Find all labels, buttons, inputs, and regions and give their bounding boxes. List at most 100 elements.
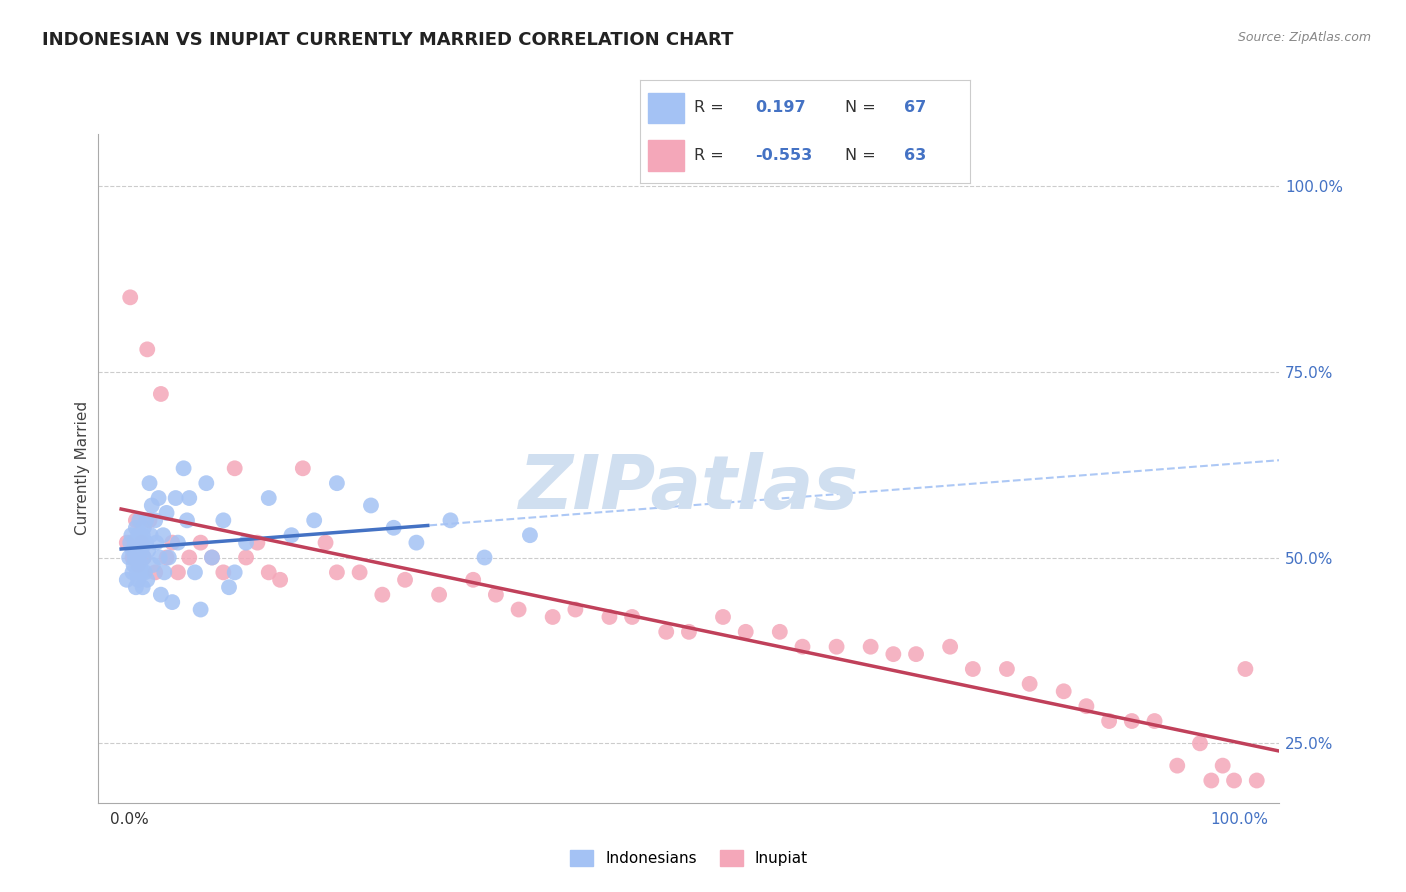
Point — [201, 550, 224, 565]
Point — [122, 558, 145, 572]
Bar — [648, 93, 685, 123]
Point — [121, 550, 143, 565]
Point — [138, 476, 160, 491]
Point — [541, 610, 564, 624]
Point — [302, 513, 325, 527]
Point — [155, 550, 177, 565]
Point — [120, 290, 142, 304]
Text: N =: N = — [845, 101, 876, 115]
Point — [474, 550, 496, 565]
Point — [125, 580, 148, 594]
Point — [162, 535, 183, 549]
Point — [190, 535, 212, 549]
Point — [1121, 714, 1143, 728]
Point — [825, 640, 848, 654]
Bar — [648, 140, 685, 170]
Point — [135, 535, 157, 549]
Point — [125, 543, 148, 558]
Point — [939, 640, 962, 654]
Point — [269, 573, 291, 587]
Point — [131, 566, 153, 580]
Point — [127, 528, 149, 542]
Point — [1166, 758, 1188, 772]
Legend: Indonesians, Inupiat: Indonesians, Inupiat — [564, 844, 814, 872]
Point — [134, 566, 156, 580]
Point — [115, 535, 138, 549]
Point — [173, 461, 195, 475]
Point — [315, 535, 337, 549]
Point — [149, 387, 172, 401]
Point — [257, 566, 280, 580]
Point — [132, 550, 155, 565]
Point — [155, 506, 177, 520]
Point — [1246, 773, 1268, 788]
Point — [235, 535, 257, 549]
Text: Source: ZipAtlas.com: Source: ZipAtlas.com — [1237, 31, 1371, 45]
Point — [149, 588, 172, 602]
Point — [129, 535, 152, 549]
Point — [326, 566, 349, 580]
Point — [125, 566, 148, 580]
Point — [124, 550, 146, 565]
Text: 67: 67 — [904, 101, 927, 115]
Point — [132, 580, 155, 594]
Point — [143, 566, 166, 580]
Point — [149, 550, 172, 565]
Point — [212, 513, 235, 527]
Point — [405, 535, 427, 549]
Point — [129, 558, 152, 572]
Point — [152, 528, 174, 542]
Point — [621, 610, 644, 624]
Text: 0.0%: 0.0% — [110, 812, 149, 827]
Point — [121, 543, 143, 558]
Point — [176, 513, 198, 527]
Point — [1223, 773, 1246, 788]
Point — [655, 624, 678, 639]
Point — [508, 602, 530, 616]
Point — [678, 624, 700, 639]
Point — [132, 550, 155, 565]
Point — [463, 573, 485, 587]
Point — [162, 595, 183, 609]
Point — [131, 543, 153, 558]
Y-axis label: Currently Married: Currently Married — [75, 401, 90, 535]
Point — [218, 580, 240, 594]
Point — [165, 491, 187, 505]
Point — [179, 550, 201, 565]
Point — [769, 624, 792, 639]
Point — [711, 610, 734, 624]
Point — [905, 647, 928, 661]
Point — [136, 573, 159, 587]
Point — [962, 662, 984, 676]
Point — [121, 566, 143, 580]
Point — [326, 476, 349, 491]
Point — [127, 558, 149, 572]
Text: ZIPatlas: ZIPatlas — [519, 452, 859, 524]
Point — [120, 535, 142, 549]
Text: 0.197: 0.197 — [755, 101, 806, 115]
Point — [115, 573, 138, 587]
Point — [143, 513, 166, 527]
Point — [141, 499, 163, 513]
Point — [224, 461, 246, 475]
Point — [1053, 684, 1076, 698]
Point — [135, 513, 157, 527]
Point — [734, 624, 756, 639]
Point — [125, 513, 148, 527]
Point — [118, 550, 141, 565]
Text: -0.553: -0.553 — [755, 148, 813, 162]
Point — [139, 528, 162, 542]
Point — [224, 566, 246, 580]
Point — [132, 528, 155, 542]
Point — [157, 550, 180, 565]
Point — [136, 343, 159, 357]
Point — [179, 491, 201, 505]
Point — [349, 566, 371, 580]
Point — [138, 513, 160, 527]
Point — [145, 535, 167, 549]
Text: 63: 63 — [904, 148, 927, 162]
Text: N =: N = — [845, 148, 876, 162]
Point — [1188, 736, 1211, 750]
Point — [142, 558, 165, 572]
Point — [439, 513, 461, 527]
